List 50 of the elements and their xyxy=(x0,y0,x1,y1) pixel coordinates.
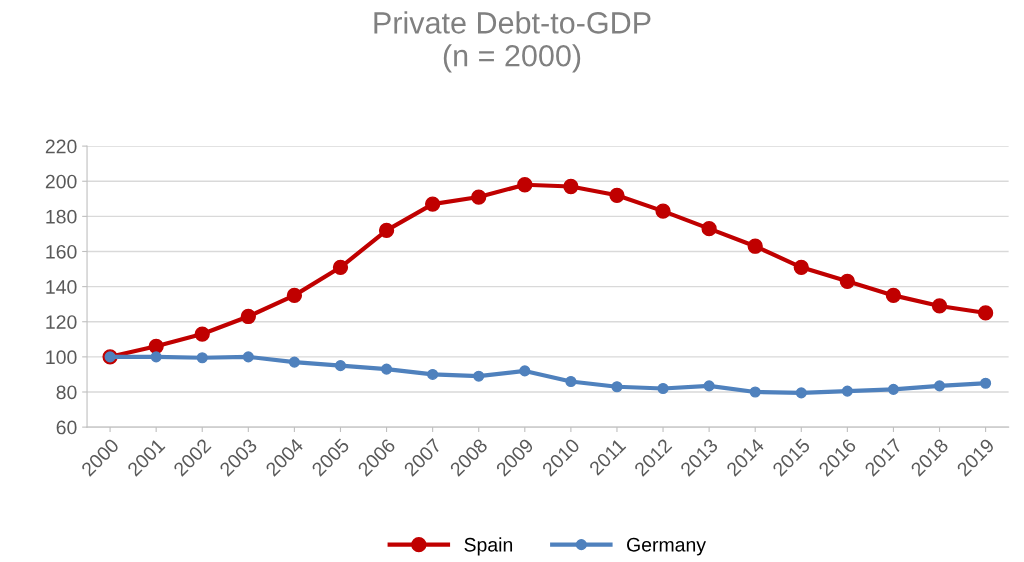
point xyxy=(378,222,395,239)
point xyxy=(655,203,671,219)
point xyxy=(286,287,303,304)
point xyxy=(701,221,717,237)
point xyxy=(795,387,807,399)
point xyxy=(933,380,946,392)
y-tick-label: 180 xyxy=(46,209,77,224)
point xyxy=(611,381,623,393)
point xyxy=(288,356,300,368)
point xyxy=(749,386,761,398)
y-tick-label: 60 xyxy=(56,420,77,435)
point xyxy=(427,368,439,380)
point xyxy=(977,305,994,321)
point xyxy=(473,370,485,382)
y-tick-label: 160 xyxy=(46,244,77,259)
y-tick-label: 200 xyxy=(45,174,77,189)
point xyxy=(841,385,853,397)
legend-label: Spain xyxy=(464,537,513,556)
point xyxy=(519,365,531,377)
point xyxy=(334,360,347,372)
point xyxy=(148,338,164,354)
y-tick-label: 140 xyxy=(46,280,77,294)
y-tick-label: 80 xyxy=(56,385,77,400)
point xyxy=(196,352,208,364)
point xyxy=(425,196,441,212)
point xyxy=(887,383,899,395)
point xyxy=(242,351,254,363)
y-tick-label: 120 xyxy=(46,315,77,329)
legend-label: Germany xyxy=(627,537,706,556)
point xyxy=(150,351,162,363)
point xyxy=(240,308,256,325)
point xyxy=(885,287,902,304)
point xyxy=(471,189,487,205)
point xyxy=(747,238,763,254)
point xyxy=(565,375,577,388)
point xyxy=(609,187,625,203)
y-tick-label: 220 xyxy=(45,139,77,154)
point xyxy=(381,363,393,375)
point xyxy=(980,377,992,389)
point xyxy=(194,326,210,342)
point xyxy=(793,259,809,275)
point xyxy=(657,382,669,395)
point xyxy=(517,177,533,193)
point xyxy=(703,380,715,392)
point xyxy=(332,259,349,275)
point xyxy=(839,273,855,289)
chart-title: Private Debt-to-GDP (n = 2000) xyxy=(374,11,651,73)
point xyxy=(931,298,948,314)
point xyxy=(563,178,579,195)
y-tick-label: 100 xyxy=(46,350,77,365)
